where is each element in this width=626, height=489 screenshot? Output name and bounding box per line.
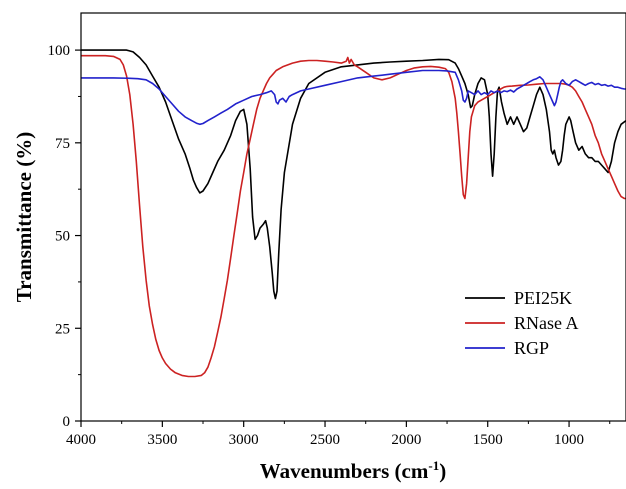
- x-tick-label: 3000: [229, 432, 259, 448]
- x-axis-title-main: Wavenumbers (cm: [260, 459, 429, 483]
- x-tick-label: 3500: [147, 432, 177, 448]
- y-tick-label: 50: [55, 229, 70, 245]
- y-tick-label: 75: [55, 136, 70, 152]
- x-tick-label: 2000: [391, 432, 421, 448]
- series-line-rgp: [81, 69, 626, 126]
- y-axis-title: Transmittance (%): [12, 132, 36, 303]
- legend-label-rgp: RGP: [514, 338, 549, 358]
- plot-frame: [80, 12, 626, 422]
- x-axis-title: Wavenumbers (cm-1): [260, 458, 446, 483]
- legend: PEI25K RNase A RGP: [465, 288, 579, 358]
- series-line-rnase-a: [81, 54, 626, 378]
- x-axis: 4000 3500 3000 2500 2000 1500 1000: [66, 421, 611, 448]
- y-axis: 0 25 50 75 100: [48, 43, 81, 430]
- y-tick-label: 0: [63, 414, 71, 430]
- x-tick-label: 2500: [310, 432, 340, 448]
- plot-area: [80, 12, 626, 422]
- x-axis-title-suffix: ): [439, 459, 446, 483]
- x-tick-label: 1500: [473, 432, 503, 448]
- series-line-pei25k: [81, 49, 626, 300]
- y-tick-label: 100: [48, 43, 71, 59]
- series-layer: [81, 49, 626, 378]
- x-tick-label: 1000: [554, 432, 584, 448]
- x-axis-title-superscript: -1: [428, 458, 439, 473]
- legend-label-rnase-a: RNase A: [514, 313, 579, 333]
- legend-label-pei25k: PEI25K: [514, 288, 572, 308]
- x-tick-label: 4000: [66, 432, 96, 448]
- y-tick-label: 25: [55, 321, 70, 337]
